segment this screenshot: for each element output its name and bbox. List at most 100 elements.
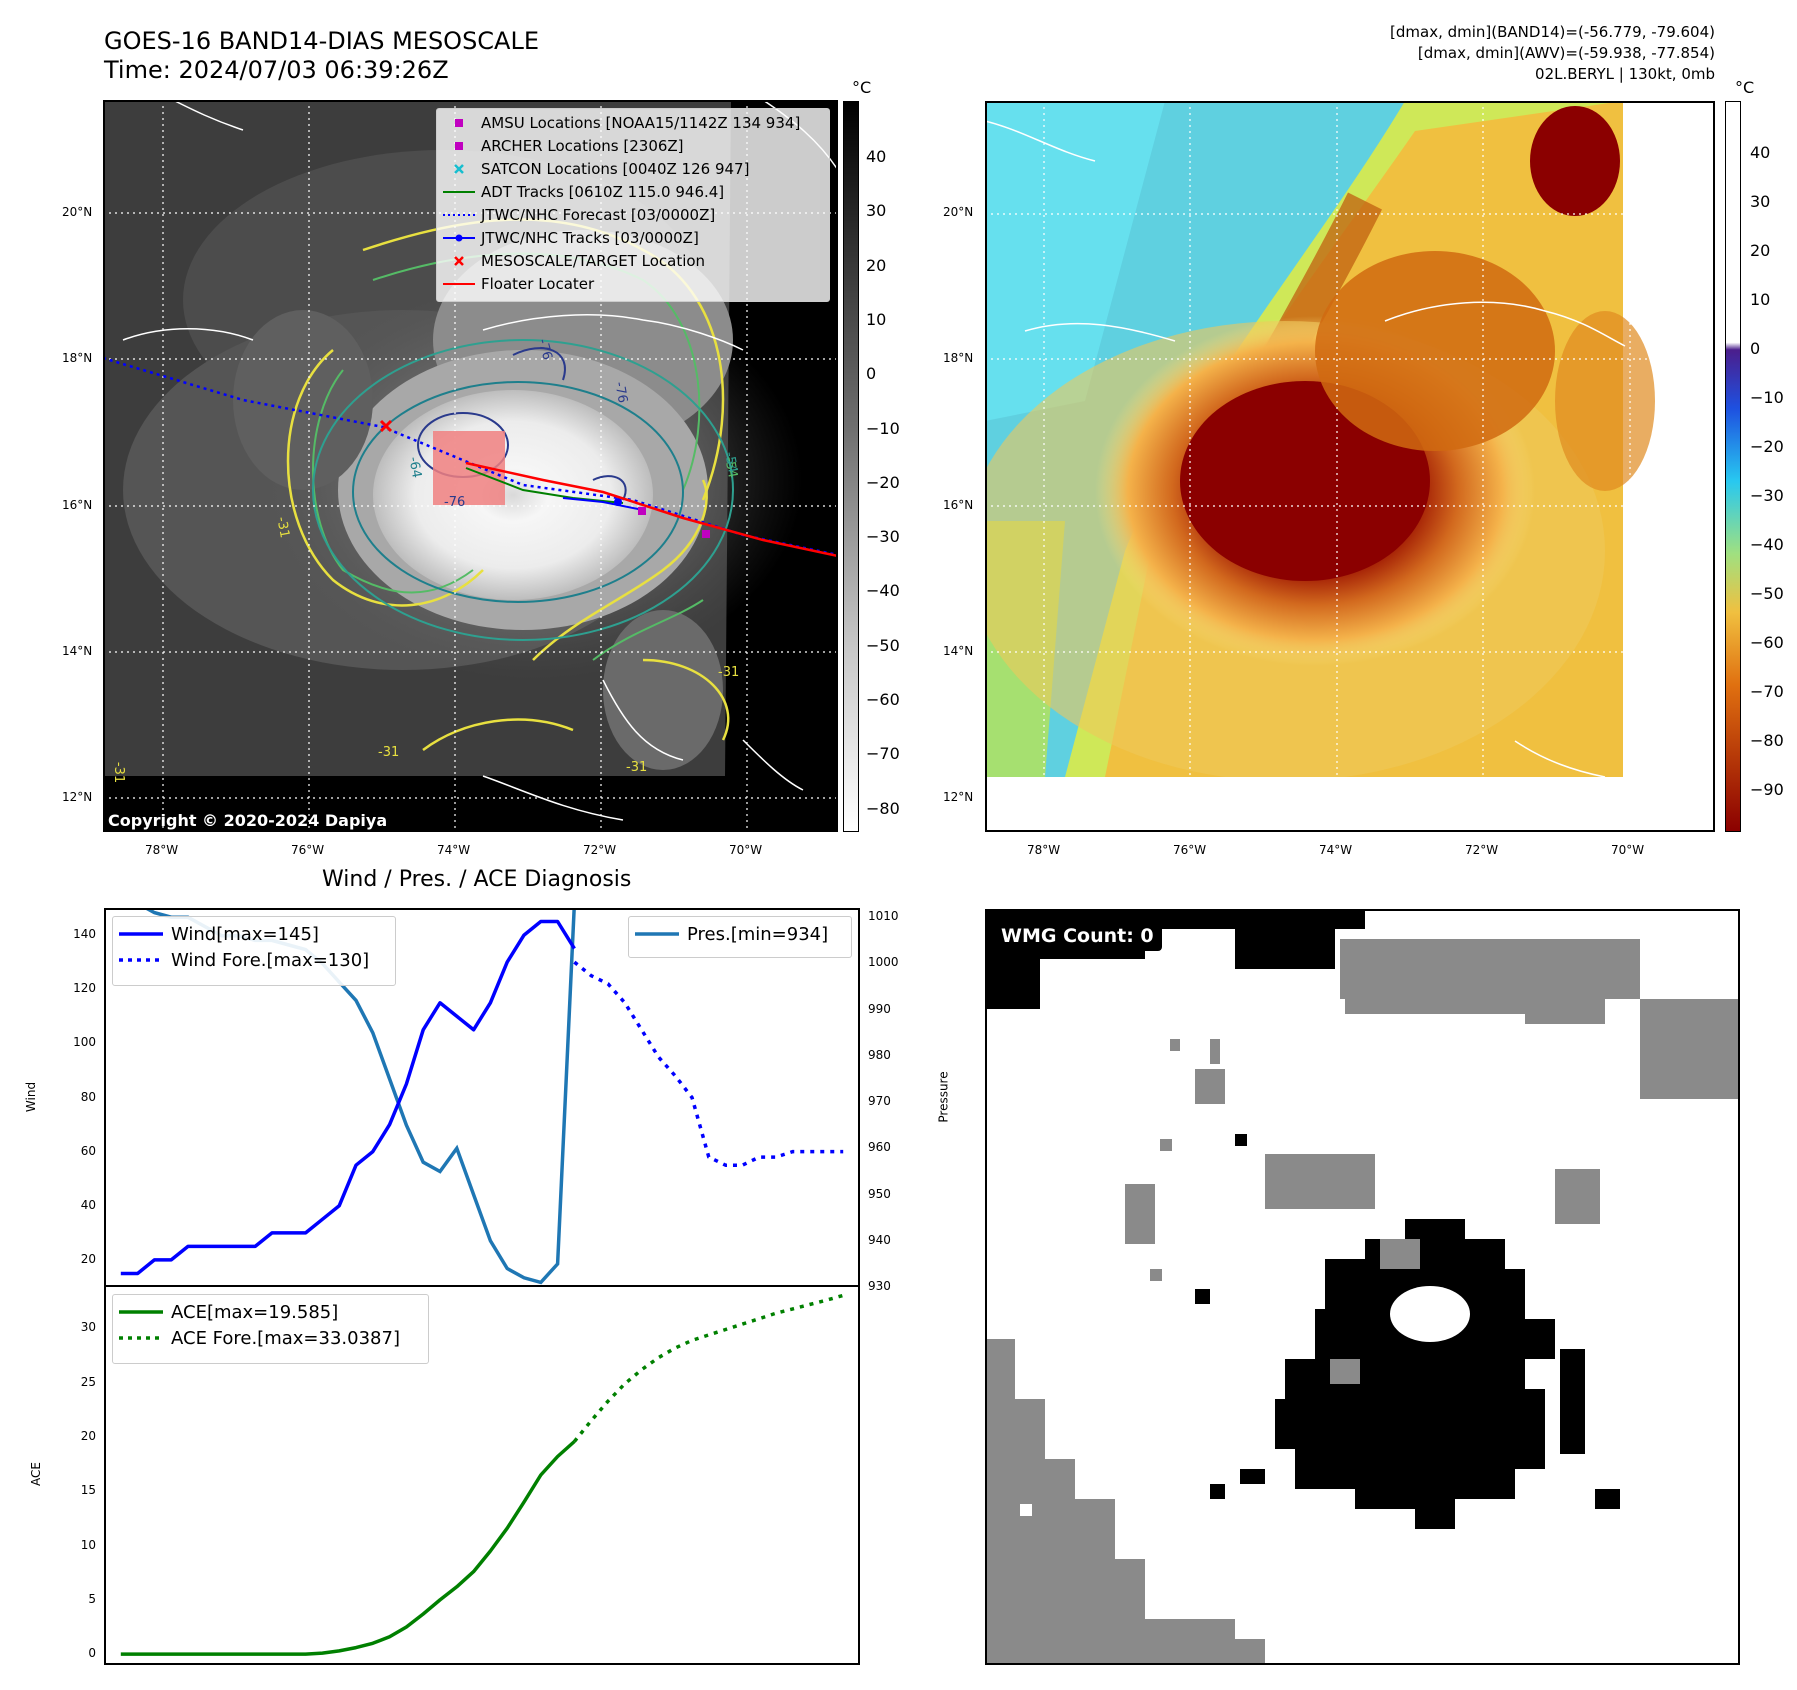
copyright-text: Copyright © 2020-2024 Dapiya <box>108 811 388 830</box>
wind-forecast-series-line <box>573 960 844 1167</box>
contour-label: -76 <box>444 495 466 510</box>
dotted-line-icon <box>119 1336 163 1340</box>
legend-label: ACE[max=19.585] <box>171 1301 339 1323</box>
x-marker-icon <box>454 164 464 174</box>
wind-ylabel: Wind <box>24 1081 39 1113</box>
legend-item: JTWC/NHC Forecast [03/0000Z] <box>437 203 829 226</box>
colorbar-tick-label: −90 <box>1750 780 1784 799</box>
lat-tick-label: 18°N <box>62 351 93 365</box>
legend-item: ACE Fore.[max=33.0387] <box>113 1325 428 1351</box>
ir-colorbar <box>843 101 859 832</box>
color-map-panel <box>965 101 1715 832</box>
square-marker-icon <box>455 119 463 127</box>
color-map-image <box>965 101 1715 832</box>
pressure-legend: Pres.[min=934] <box>628 916 852 958</box>
lon-tick-label: 70°W <box>729 843 763 857</box>
legend-label: MESOSCALE/TARGET Location <box>481 251 706 270</box>
lat-tick-label: 14°N <box>62 644 93 658</box>
color-colorbar <box>1725 101 1741 832</box>
pressure-tick-label: 930 <box>868 1279 891 1293</box>
wmg-panel <box>985 909 1740 1665</box>
ace-tick-label: 25 <box>80 1374 96 1389</box>
legend-label: JTWC/NHC Forecast [03/0000Z] <box>481 205 716 224</box>
x-marker-icon <box>454 256 464 266</box>
wind-tick-label: 80 <box>80 1089 96 1104</box>
info-line-1: [dmax, dmin](BAND14)=(-56.779, -79.604) <box>1390 23 1715 41</box>
pressure-tick-label: 940 <box>868 1232 891 1247</box>
colorbar-tick-label: 40 <box>866 147 887 166</box>
colorbar-tick-label: −10 <box>866 418 900 438</box>
colorbar-tick-label: 10 <box>1750 290 1771 309</box>
colorbar-tick-label: −70 <box>866 744 900 764</box>
ace-tick-label: 10 <box>80 1537 96 1552</box>
colorbar-tick-label: −30 <box>1750 486 1784 505</box>
ir-colorbar-unit: °C <box>852 78 872 97</box>
pressure-tick-label: 950 <box>868 1186 891 1201</box>
legend-item: SATCON Locations [0040Z 126 947] <box>437 157 829 180</box>
lon-tick-label: 78°W <box>145 843 179 857</box>
wmg-count-badge: WMG Count: 0 <box>993 921 1162 951</box>
lat-tick-label: 16°N <box>62 498 93 512</box>
colorbar-tick-label: 30 <box>1750 192 1771 211</box>
colorbar-tick-label: −40 <box>866 581 900 601</box>
lon-tick-label: 70°W <box>1611 843 1645 857</box>
colorbar-tick-label: 20 <box>866 255 887 275</box>
contour-label: -31 <box>378 745 400 760</box>
ace-tick-label: 20 <box>80 1429 96 1443</box>
pressure-tick-label: 970 <box>868 1094 891 1109</box>
lat-tick-label: 12°N <box>62 790 93 804</box>
legend-label: AMSU Locations [NOAA15/1142Z 134 934] <box>481 113 801 132</box>
legend-item: ACE[max=19.585] <box>113 1299 428 1325</box>
info-line-2: [dmax, dmin](AWV)=(-59.938, -77.854) <box>1417 44 1715 62</box>
ace-tick-label: 0 <box>88 1646 96 1661</box>
dotted-line-icon <box>443 214 475 216</box>
contour-label: -31 <box>718 665 740 680</box>
colorbar-tick-label: −10 <box>1750 388 1784 407</box>
legend-label: Floater Locater <box>481 274 595 293</box>
legend-label: Pres.[min=934] <box>687 923 829 945</box>
pressure-tick-label: 960 <box>868 1140 891 1155</box>
wmg-frame <box>985 909 1740 1665</box>
colorbar-tick-label: −40 <box>1750 535 1784 554</box>
contour-label: -31 <box>626 760 648 775</box>
colorbar-tick-label: 10 <box>866 309 887 329</box>
solid-line-icon <box>119 1310 163 1314</box>
wind-tick-label: 60 <box>80 1143 96 1158</box>
lat-tick-label: 20°N <box>62 205 93 219</box>
legend-item: Wind[max=145] <box>113 921 395 947</box>
ace-legend: ACE[max=19.585] ACE Fore.[max=33.0387] <box>112 1294 429 1364</box>
legend-item: JTWC/NHC Tracks [03/0000Z] <box>437 226 829 249</box>
colorbar-tick-label: 20 <box>1750 241 1771 260</box>
lat-tick-label: 18°N <box>943 351 974 365</box>
legend-item: Pres.[min=934] <box>629 921 851 947</box>
legend-label: ADT Tracks [0610Z 115.0 946.4] <box>481 182 725 201</box>
legend-item: AMSU Locations [NOAA15/1142Z 134 934] <box>437 111 829 134</box>
lon-tick-label: 76°W <box>291 843 325 857</box>
colorbar-tick-label: 0 <box>1750 339 1761 358</box>
lon-tick-label: 78°W <box>1027 843 1061 857</box>
line-marker-icon <box>443 191 475 193</box>
ace-tick-label: 5 <box>88 1591 96 1606</box>
ace-series-line <box>120 1440 576 1656</box>
legend-label: ARCHER Locations [2306Z] <box>481 136 684 155</box>
wind-tick-label: 120 <box>73 981 96 996</box>
colorbar-tick-label: −50 <box>1750 584 1784 603</box>
title-line-2: Time: 2024/07/03 06:39:26Z <box>104 56 449 84</box>
wind-tick-label: 40 <box>80 1197 96 1212</box>
line-dot-icon <box>443 234 475 242</box>
info-line-3: 02L.BERYL | 130kt, 0mb <box>1535 65 1715 83</box>
dotted-line-icon <box>119 958 163 962</box>
wind-legend: Wind[max=145] Wind Fore.[max=130] <box>112 916 396 986</box>
contour-label: -31 <box>111 761 127 784</box>
pressure-tick-label: 1000 <box>868 955 899 970</box>
colorbar-tick-label: −20 <box>866 472 900 492</box>
wind-series-line <box>120 919 576 1276</box>
lon-tick-label: 72°W <box>583 843 617 857</box>
legend-item: ARCHER Locations [2306Z] <box>437 134 829 157</box>
lat-tick-label: 14°N <box>943 644 974 658</box>
pressure-tick-label: 990 <box>868 1001 891 1016</box>
wind-tick-label: 140 <box>73 927 96 942</box>
pressure-ylabel: Pressure <box>936 1071 951 1123</box>
diagnosis-title: Wind / Pres. / ACE Diagnosis <box>322 867 632 892</box>
ace-tick-label: 30 <box>80 1320 96 1335</box>
